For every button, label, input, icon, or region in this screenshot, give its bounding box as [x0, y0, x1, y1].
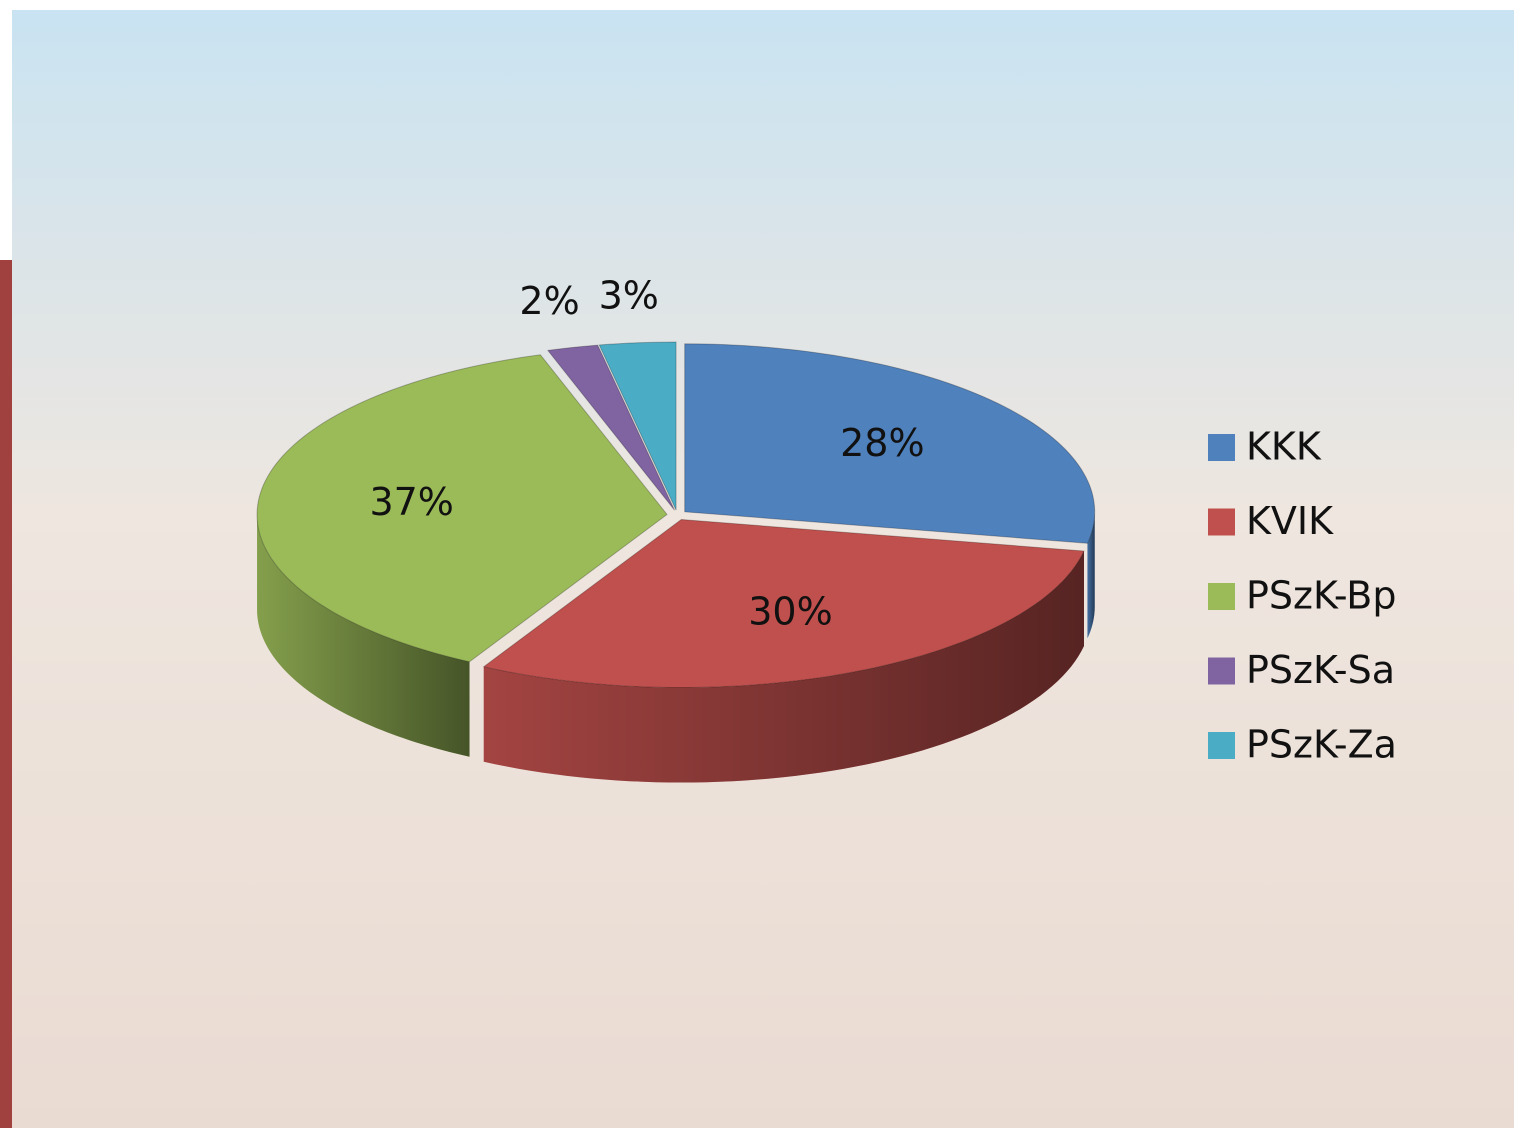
- data-label: 3%: [599, 273, 659, 317]
- legend-swatch: [1208, 509, 1235, 536]
- slide: 28% 30% 37% 2% 3% KKK KVIK PSzK-Bp PSzK-Sa PSzK-Z…: [0, 0, 1514, 1128]
- legend-label: PSzK-Za: [1246, 723, 1397, 767]
- legend-label: PSzK-Bp: [1246, 574, 1396, 618]
- data-label: 30%: [748, 589, 832, 633]
- legend-swatch: [1208, 583, 1235, 610]
- legend-label: KVIK: [1246, 499, 1334, 543]
- legend-swatch: [1208, 732, 1235, 759]
- data-label: 28%: [840, 421, 924, 465]
- legend-label: KKK: [1246, 425, 1322, 469]
- legend-swatch: [1208, 434, 1235, 461]
- data-label: 2%: [519, 279, 579, 323]
- left-border: [0, 260, 12, 1128]
- legend-swatch: [1208, 658, 1235, 685]
- data-label: 37%: [369, 480, 453, 524]
- legend-label: PSzK-Sa: [1246, 648, 1395, 692]
